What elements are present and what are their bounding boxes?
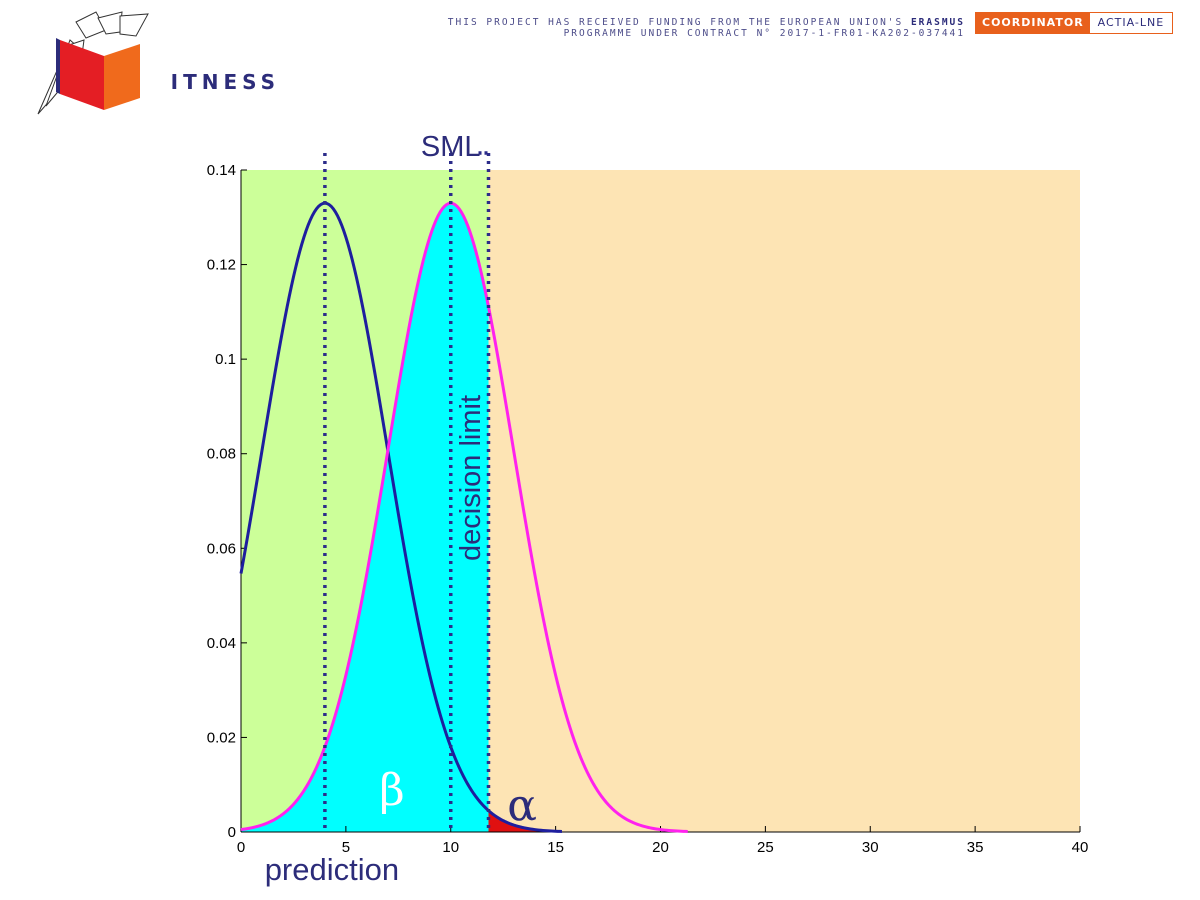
- shaded-area-1: [488, 810, 548, 832]
- coordinator-value: ACTIA-LNE: [1089, 13, 1173, 33]
- x-tick-label-5: 25: [757, 839, 774, 856]
- y-tick-label-2: 0.04: [207, 635, 236, 652]
- x-tick-label-6: 30: [862, 839, 879, 856]
- background-region-1: [488, 170, 1080, 832]
- y-tick-label-6: 0.12: [207, 257, 236, 274]
- coordinator-label: COORDINATOR: [976, 13, 1090, 33]
- alpha-label: α: [507, 780, 537, 831]
- y-tick-label-7: 0.14: [207, 162, 236, 179]
- funding-line-1-text: THIS PROJECT HAS RECEIVED FUNDING FROM T…: [447, 17, 911, 28]
- x-tick-label-3: 15: [547, 839, 564, 856]
- series-line-0: [239, 201, 562, 833]
- y-tick-label-1: 0.02: [207, 729, 236, 746]
- logo-wordmark: FITNESS: [152, 70, 280, 94]
- coordinator-badge: COORDINATOR ACTIA-LNE: [975, 12, 1174, 34]
- sml-label: SML: [421, 131, 481, 163]
- shaded-area-0: [241, 203, 489, 832]
- prediction-label: prediction: [265, 852, 399, 887]
- x-tick-label-8: 40: [1072, 839, 1089, 856]
- funding-program-name: ERASMUS: [910, 17, 965, 28]
- y-tick-label-4: 0.08: [207, 446, 236, 463]
- x-tick-label-1: 5: [342, 839, 350, 856]
- logo-wordmark-rest: ITNESS: [170, 70, 281, 94]
- x-tick-label-7: 35: [967, 839, 984, 856]
- funding-notice: THIS PROJECT HAS RECEIVED FUNDING FROM T…: [448, 17, 965, 39]
- x-tick-label-0: 0: [237, 839, 245, 856]
- y-tick-label-3: 0.06: [207, 540, 236, 557]
- beta-label: β: [379, 765, 404, 816]
- book-logo-icon: [37, 11, 149, 115]
- fitness-logo: FITNESS: [36, 10, 276, 120]
- decision-limit-label: decision limit: [455, 395, 487, 561]
- y-tick-label-5: 0.1: [215, 351, 236, 368]
- funding-line-2: PROGRAMME UNDER CONTRACT N° 2017-1-FR01-…: [563, 28, 965, 39]
- x-tick-label-4: 20: [652, 839, 669, 856]
- x-tick-label-2: 10: [442, 839, 459, 856]
- y-tick-label-0: 0: [228, 824, 236, 841]
- funding-line-1: THIS PROJECT HAS RECEIVED FUNDING FROM T…: [448, 17, 965, 28]
- logo-letter: F: [152, 70, 171, 94]
- series-line-1: [240, 201, 688, 833]
